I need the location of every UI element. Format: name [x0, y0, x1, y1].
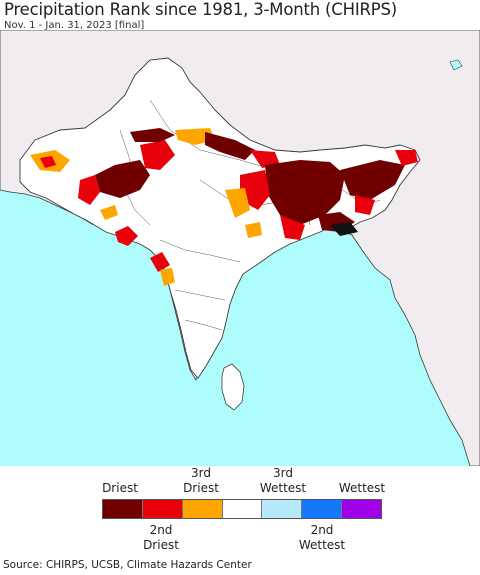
- legend-swatch-second-driest: [142, 500, 183, 518]
- patch-wettest-black: [330, 222, 358, 236]
- patch-driest: [95, 160, 150, 198]
- legend-swatch-third-driest: [182, 500, 223, 518]
- patch-second-driest: [395, 150, 418, 166]
- legend-swatch-driest: [103, 500, 143, 518]
- patch-second-driest: [280, 215, 305, 240]
- patch-second-driest: [250, 150, 280, 168]
- legend-swatch-wettest: [342, 500, 382, 518]
- patch-third-driest: [160, 268, 175, 286]
- patch-second-driest: [150, 252, 170, 272]
- map-title: Precipitation Rank since 1981, 3-Month (…: [4, 0, 398, 19]
- legend-label-second-driest: 2nd Driest: [143, 523, 179, 552]
- patch-third-driest: [225, 188, 250, 218]
- legend-label-driest: Driest: [102, 481, 138, 495]
- lake: [449, 59, 463, 71]
- legend-swatch-normal: [222, 500, 263, 518]
- patch-second-driest: [355, 195, 375, 215]
- legend-swatch-second-wettest: [302, 500, 343, 518]
- precipitation-rank-map: [0, 30, 480, 466]
- patch-second-driest: [115, 226, 138, 246]
- patch-second-driest: [40, 156, 56, 168]
- sri-lanka: [221, 363, 245, 411]
- patch-third-driest: [245, 222, 262, 238]
- patch-third-driest: [100, 205, 118, 220]
- patch-driest: [265, 160, 345, 225]
- legend-color-bar: [102, 499, 382, 519]
- patch-driest: [205, 132, 255, 160]
- patch-second-driest: [140, 140, 175, 170]
- rank-patches: [30, 128, 418, 286]
- patch-driest: [130, 128, 175, 142]
- map-subtitle: Nov. 1 - Jan. 31, 2023 [final]: [4, 20, 145, 31]
- legend-label-third-wettest: 3rd Wettest: [259, 466, 307, 495]
- legend-label-third-driest: 3rd Driest: [183, 466, 219, 495]
- patch-driest: [340, 160, 405, 200]
- patch-second-driest: [78, 175, 100, 205]
- legend-swatch-third-wettest: [262, 500, 303, 518]
- legend-label-second-wettest: 2nd Wettest: [298, 523, 346, 552]
- source-credit: Source: CHIRPS, UCSB, Climate Hazards Ce…: [3, 559, 252, 571]
- legend-label-wettest: Wettest: [338, 481, 386, 495]
